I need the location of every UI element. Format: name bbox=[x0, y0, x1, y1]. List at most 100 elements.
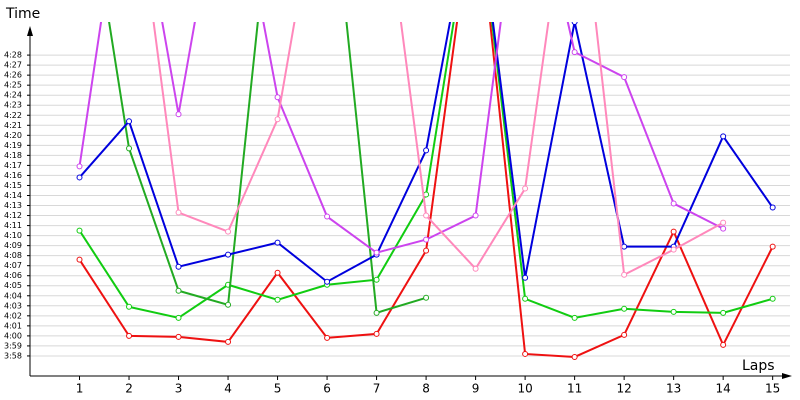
y-tick-label: 4:16 bbox=[4, 171, 22, 180]
x-tick-label: 13 bbox=[666, 382, 681, 396]
data-point bbox=[621, 331, 628, 338]
data-point bbox=[720, 225, 727, 232]
series-line bbox=[78, 22, 724, 254]
data-point bbox=[126, 332, 133, 339]
data-point bbox=[670, 308, 677, 315]
y-tick-label: 4:05 bbox=[4, 281, 22, 290]
data-point bbox=[522, 274, 529, 281]
x-tick-label: 1 bbox=[76, 382, 84, 396]
data-point bbox=[571, 353, 578, 360]
data-point bbox=[670, 228, 677, 235]
y-tick-label: 4:03 bbox=[4, 301, 22, 310]
data-point bbox=[769, 243, 776, 250]
y-tick-label: 4:22 bbox=[4, 111, 22, 120]
data-point bbox=[571, 49, 578, 56]
data-point bbox=[274, 239, 281, 246]
data-point bbox=[522, 185, 529, 192]
data-point bbox=[621, 243, 628, 250]
data-point bbox=[621, 74, 628, 81]
x-tick-label: 4 bbox=[224, 382, 232, 396]
x-tick-label: 14 bbox=[716, 382, 731, 396]
data-point bbox=[720, 219, 727, 226]
x-tick-label: 2 bbox=[125, 382, 133, 396]
x-tick-label: 10 bbox=[517, 382, 532, 396]
data-point bbox=[324, 334, 331, 341]
data-point bbox=[373, 330, 380, 337]
data-point bbox=[621, 271, 628, 278]
y-tick-label: 4:17 bbox=[4, 161, 22, 170]
x-tick-label: 15 bbox=[765, 382, 780, 396]
series-line bbox=[78, 22, 773, 319]
y-tick-label: 4:28 bbox=[4, 51, 22, 60]
y-tick-label: 4:08 bbox=[4, 251, 22, 260]
x-tick-label: 3 bbox=[175, 382, 183, 396]
y-tick-label: 4:23 bbox=[4, 101, 22, 110]
data-point bbox=[76, 174, 83, 181]
data-point bbox=[175, 263, 182, 270]
data-point bbox=[175, 287, 182, 294]
data-point bbox=[175, 333, 182, 340]
y-tick-label: 4:07 bbox=[4, 261, 22, 270]
y-tick-label: 3:59 bbox=[4, 341, 22, 350]
data-point bbox=[472, 265, 479, 272]
x-tick-label: 7 bbox=[373, 382, 381, 396]
data-point bbox=[76, 227, 83, 234]
y-tick-label: 4:24 bbox=[4, 91, 22, 100]
y-tick-label: 4:21 bbox=[4, 121, 22, 130]
x-tick-label: 11 bbox=[567, 382, 582, 396]
y-tick-label: 4:26 bbox=[4, 71, 22, 80]
data-point bbox=[274, 296, 281, 303]
data-point bbox=[126, 145, 133, 152]
y-tick-label: 4:19 bbox=[4, 141, 22, 150]
x-axis-arrow bbox=[782, 373, 792, 379]
data-point bbox=[225, 251, 232, 258]
data-point bbox=[126, 303, 133, 310]
data-point bbox=[571, 22, 578, 25]
y-tick-label: 4:06 bbox=[4, 271, 22, 280]
x-tick-label: 5 bbox=[274, 382, 282, 396]
series-line bbox=[152, 22, 724, 277]
y-tick-label: 3:58 bbox=[4, 351, 22, 360]
data-point bbox=[126, 118, 133, 125]
data-point bbox=[274, 94, 281, 101]
y-tick-label: 4:04 bbox=[4, 291, 22, 300]
y-tick-label: 4:20 bbox=[4, 131, 22, 140]
data-point bbox=[76, 256, 83, 263]
data-point bbox=[522, 295, 529, 302]
y-tick-label: 4:02 bbox=[4, 311, 22, 320]
data-point bbox=[225, 228, 232, 235]
data-point bbox=[175, 209, 182, 216]
data-point bbox=[274, 116, 281, 123]
series-line bbox=[78, 22, 774, 358]
x-tick-label: 9 bbox=[472, 382, 480, 396]
y-tick-label: 4:27 bbox=[4, 61, 22, 70]
data-point bbox=[76, 163, 83, 170]
y-tick-label: 4:13 bbox=[4, 201, 22, 210]
x-tick-label: 6 bbox=[323, 382, 331, 396]
data-point bbox=[720, 341, 727, 348]
data-point bbox=[423, 212, 430, 219]
x-axis-label: Laps bbox=[742, 358, 775, 374]
data-point bbox=[373, 249, 380, 256]
y-axis-arrow bbox=[27, 26, 33, 36]
data-point bbox=[274, 269, 281, 276]
data-point bbox=[720, 133, 727, 140]
y-tick-label: 4:25 bbox=[4, 81, 22, 90]
data-point bbox=[621, 305, 628, 312]
data-point bbox=[571, 314, 578, 321]
y-tick-label: 4:14 bbox=[4, 191, 22, 200]
data-point bbox=[373, 276, 380, 283]
data-point bbox=[769, 204, 776, 211]
y-tick-label: 4:11 bbox=[4, 221, 22, 230]
data-point bbox=[769, 295, 776, 302]
data-point bbox=[324, 278, 331, 285]
y-tick-label: 4:00 bbox=[4, 331, 22, 340]
y-tick-label: 4:12 bbox=[4, 211, 22, 220]
y-tick-label: 4:18 bbox=[4, 151, 22, 160]
y-tick-label: 4:09 bbox=[4, 241, 22, 250]
series-line bbox=[108, 22, 427, 315]
y-tick-label: 4:15 bbox=[4, 181, 22, 190]
data-point bbox=[670, 200, 677, 207]
data-point bbox=[324, 213, 331, 220]
